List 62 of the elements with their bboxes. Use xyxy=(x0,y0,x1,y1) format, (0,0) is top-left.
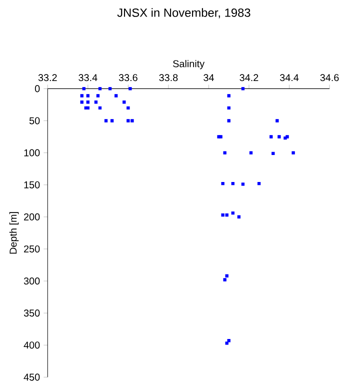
point xyxy=(110,119,114,122)
point xyxy=(277,135,281,138)
chart-title: JNSX in November, 1983 xyxy=(117,8,250,18)
point xyxy=(122,100,126,104)
point xyxy=(237,215,240,218)
point xyxy=(82,87,86,90)
y-tick-label: 300 xyxy=(24,277,40,285)
point xyxy=(231,211,234,215)
point xyxy=(227,106,230,110)
point xyxy=(80,100,84,104)
point xyxy=(126,106,130,110)
y-tick-label: 400 xyxy=(24,342,40,349)
point xyxy=(86,94,90,98)
point xyxy=(130,119,134,122)
x-tick-label: 33.6 xyxy=(118,74,138,82)
point xyxy=(223,278,226,282)
point xyxy=(227,339,230,342)
x-tick-label: 34.4 xyxy=(280,74,298,82)
y-axis-title: Depth [m] xyxy=(9,212,18,254)
y-tick-label: 0 xyxy=(34,85,40,92)
point xyxy=(98,106,102,110)
y-tick-label: 250 xyxy=(24,245,40,252)
point xyxy=(241,182,244,186)
x-tick-label: 34.6 xyxy=(320,74,339,82)
x-tick-label: 34 xyxy=(203,74,214,82)
y-tick-label: 150 xyxy=(24,181,40,188)
point xyxy=(225,213,228,217)
point xyxy=(249,151,252,154)
point xyxy=(227,94,230,98)
point xyxy=(231,182,234,186)
x-tick-label: 33.4 xyxy=(78,74,98,82)
y-tick-label: 450 xyxy=(24,374,40,381)
point xyxy=(223,151,226,154)
point xyxy=(275,119,279,122)
point xyxy=(128,87,132,90)
x-axis-title: Salinity xyxy=(172,60,204,70)
point xyxy=(241,87,244,90)
x-tick-label: 33.2 xyxy=(38,74,57,82)
y-tick-label: 350 xyxy=(24,310,40,317)
point xyxy=(221,182,224,186)
y-tick-label: 50 xyxy=(29,117,40,124)
x-tick-label: 33.8 xyxy=(158,74,178,82)
y-tick-label: 100 xyxy=(24,149,40,156)
point xyxy=(104,119,108,122)
point xyxy=(96,94,100,98)
point xyxy=(80,94,84,98)
point xyxy=(227,119,230,122)
point xyxy=(126,119,130,122)
point xyxy=(257,182,260,186)
point xyxy=(108,87,112,90)
y-tick-label: 200 xyxy=(24,213,40,220)
point xyxy=(94,100,98,104)
point xyxy=(114,94,118,98)
point xyxy=(225,274,228,278)
point xyxy=(86,100,90,104)
point xyxy=(98,87,102,90)
x-tick-label: 34.2 xyxy=(240,74,258,82)
point xyxy=(271,152,275,156)
point xyxy=(225,342,228,345)
point xyxy=(221,213,224,217)
point xyxy=(291,151,295,154)
point xyxy=(269,135,273,138)
